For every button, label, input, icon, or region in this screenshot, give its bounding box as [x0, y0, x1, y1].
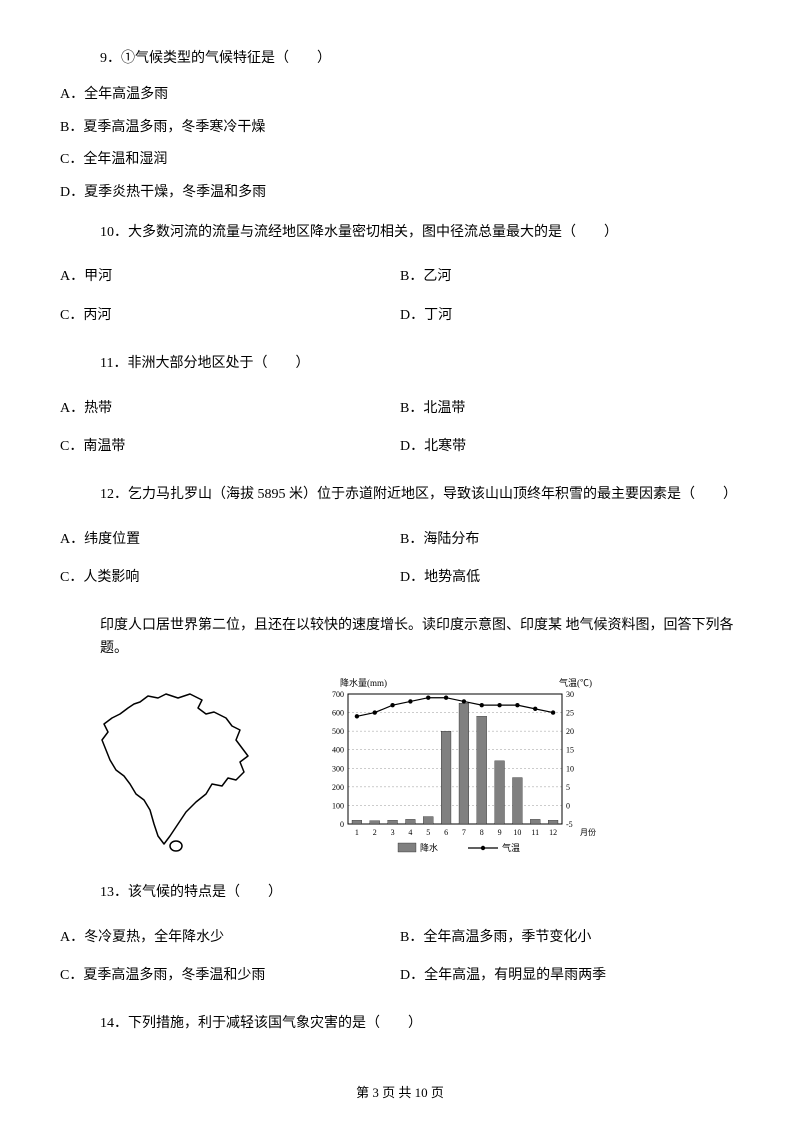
svg-text:4: 4 — [408, 828, 412, 837]
q11-option-d: D．北寒带 — [400, 436, 740, 458]
q10-options: A．甲河 B．乙河 C．丙河 D．丁河 — [60, 258, 740, 335]
svg-text:300: 300 — [332, 765, 344, 774]
q13-stem: 13．该气候的特点是（ ） — [100, 882, 740, 904]
svg-text:6: 6 — [444, 828, 448, 837]
q13-option-c: C．夏季高温多雨，冬季温和少雨 — [60, 965, 400, 987]
svg-text:500: 500 — [332, 727, 344, 736]
svg-text:降水: 降水 — [420, 842, 438, 853]
india-map — [80, 684, 260, 854]
intro-text: 印度人口居世界第二位，且还在以较快的速度增长。读印度示意图、印度某 地气候资料图… — [100, 615, 740, 660]
svg-text:10: 10 — [566, 765, 574, 774]
svg-text:2: 2 — [373, 828, 377, 837]
svg-text:600: 600 — [332, 709, 344, 718]
svg-text:15: 15 — [566, 746, 574, 755]
svg-text:8: 8 — [480, 828, 484, 837]
svg-text:30: 30 — [566, 690, 574, 699]
svg-text:9: 9 — [498, 828, 502, 837]
q12-option-a: A．纬度位置 — [60, 529, 400, 551]
q12-stem: 12．乞力马扎罗山（海拔 5895 米）位于赤道附近地区，导致该山山顶终年积雪的… — [100, 484, 740, 506]
svg-text:20: 20 — [566, 727, 574, 736]
svg-text:气温: 气温 — [502, 842, 520, 853]
q10-option-b: B．乙河 — [400, 266, 740, 288]
q13-option-d: D．全年高温，有明显的旱雨两季 — [400, 965, 740, 987]
q12-option-d: D．地势高低 — [400, 567, 740, 589]
q13-options: A．冬冷夏热，全年降水少 B．全年高温多雨，季节变化小 C．夏季高温多雨，冬季温… — [60, 919, 740, 996]
svg-text:400: 400 — [332, 746, 344, 755]
svg-text:7: 7 — [462, 828, 466, 837]
svg-text:10: 10 — [513, 828, 521, 837]
svg-text:降水量(mm): 降水量(mm) — [340, 677, 387, 688]
q14-stem: 14．下列措施，利于减轻该国气象灾害的是（ ） — [100, 1013, 740, 1035]
q11-option-a: A．热带 — [60, 398, 400, 420]
climate-chart: 降水量(mm) 气温(℃) 0 100 200 300 400 500 600 700 -5 0 5 10… — [300, 674, 600, 864]
svg-text:200: 200 — [332, 783, 344, 792]
q9-option-c: C．全年温和湿润 — [60, 149, 740, 171]
svg-text:0: 0 — [566, 802, 570, 811]
svg-text:12: 12 — [549, 828, 557, 837]
q9-stem: 9．①气候类型的气候特征是（ ） — [100, 48, 740, 70]
svg-text:3: 3 — [391, 828, 395, 837]
svg-text:700: 700 — [332, 690, 344, 699]
page-footer: 第 3 页 共 10 页 — [0, 1083, 800, 1104]
svg-text:5: 5 — [426, 828, 430, 837]
q11-stem: 11．非洲大部分地区处于（ ） — [100, 353, 740, 375]
q10-option-a: A．甲河 — [60, 266, 400, 288]
q9-option-a: A．全年高温多雨 — [60, 84, 740, 106]
svg-text:-5: -5 — [566, 820, 573, 829]
svg-text:25: 25 — [566, 709, 574, 718]
svg-text:气温(℃): 气温(℃) — [559, 677, 592, 688]
q13-option-b: B．全年高温多雨，季节变化小 — [400, 927, 740, 949]
figure-row: 降水量(mm) 气温(℃) 0 100 200 300 400 500 600 700 -5 0 5 10… — [80, 674, 740, 864]
q11-option-b: B．北温带 — [400, 398, 740, 420]
svg-text:月份: 月份 — [580, 827, 596, 837]
q12-option-b: B．海陆分布 — [400, 529, 740, 551]
q11-option-c: C．南温带 — [60, 436, 400, 458]
q13-option-a: A．冬冷夏热，全年降水少 — [60, 927, 400, 949]
q11-options: A．热带 B．北温带 C．南温带 D．北寒带 — [60, 390, 740, 467]
svg-text:5: 5 — [566, 783, 570, 792]
q12-option-c: C．人类影响 — [60, 567, 400, 589]
q12-options: A．纬度位置 B．海陆分布 C．人类影响 D．地势高低 — [60, 521, 740, 598]
svg-text:100: 100 — [332, 802, 344, 811]
svg-text:11: 11 — [531, 828, 539, 837]
q9-option-d: D．夏季炎热干燥，冬季温和多雨 — [60, 182, 740, 204]
q9-option-b: B．夏季高温多雨，冬季寒冷干燥 — [60, 117, 740, 139]
q9-options: A．全年高温多雨 B．夏季高温多雨，冬季寒冷干燥 C．全年温和湿润 D．夏季炎热… — [60, 84, 740, 204]
q10-option-d: D．丁河 — [400, 305, 740, 327]
q10-stem: 10．大多数河流的流量与流经地区降水量密切相关，图中径流总量最大的是（ ） — [100, 222, 740, 244]
q10-option-c: C．丙河 — [60, 305, 400, 327]
svg-text:1: 1 — [355, 828, 359, 837]
svg-text:0: 0 — [340, 820, 344, 829]
